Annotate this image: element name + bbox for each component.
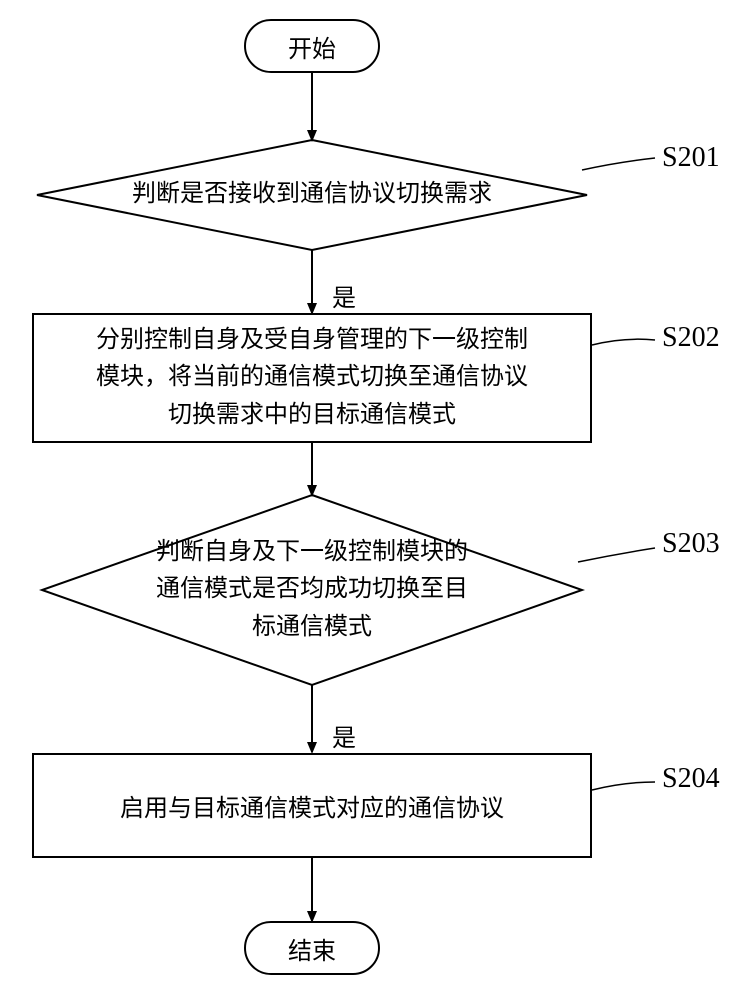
step-s201: S201: [662, 142, 720, 174]
leader-1: [592, 339, 655, 345]
flowchart-canvas: 开始 判断是否接收到通信协议切换需求 分别控制自身及受自身管理的下一级控制 模块…: [0, 0, 751, 1000]
edge-label-yes-2: 是: [332, 718, 356, 753]
process-2-label: 启用与目标通信模式对应的通信协议: [120, 788, 504, 823]
step-s203: S203: [662, 528, 720, 560]
process-2: 启用与目标通信模式对应的通信协议: [32, 753, 592, 858]
step-s204: S204: [662, 763, 720, 795]
start-terminator: 开始: [244, 19, 380, 73]
end-terminator: 结束: [244, 921, 380, 975]
decision-1-text: 判断是否接收到通信协议切换需求: [62, 170, 562, 220]
edge-label-yes-1: 是: [332, 278, 356, 313]
end-text: 结束: [288, 931, 336, 966]
process-1-label: 分别控制自身及受自身管理的下一级控制 模块，将当前的通信模式切换至通信协议 切换…: [96, 322, 528, 434]
step-s202: S202: [662, 322, 720, 354]
leader-0: [582, 158, 655, 170]
decision-1-label: 判断是否接收到通信协议切换需求: [132, 179, 492, 210]
decision-2-text: 判断自身及下一级控制模块的 通信模式是否均成功切换至目 标通信模式: [92, 535, 532, 645]
process-1: 分别控制自身及受自身管理的下一级控制 模块，将当前的通信模式切换至通信协议 切换…: [32, 313, 592, 443]
leader-2: [578, 548, 655, 562]
start-text: 开始: [288, 29, 336, 64]
decision-2-label: 判断自身及下一级控制模块的 通信模式是否均成功切换至目 标通信模式: [156, 534, 468, 646]
leader-3: [592, 782, 655, 790]
